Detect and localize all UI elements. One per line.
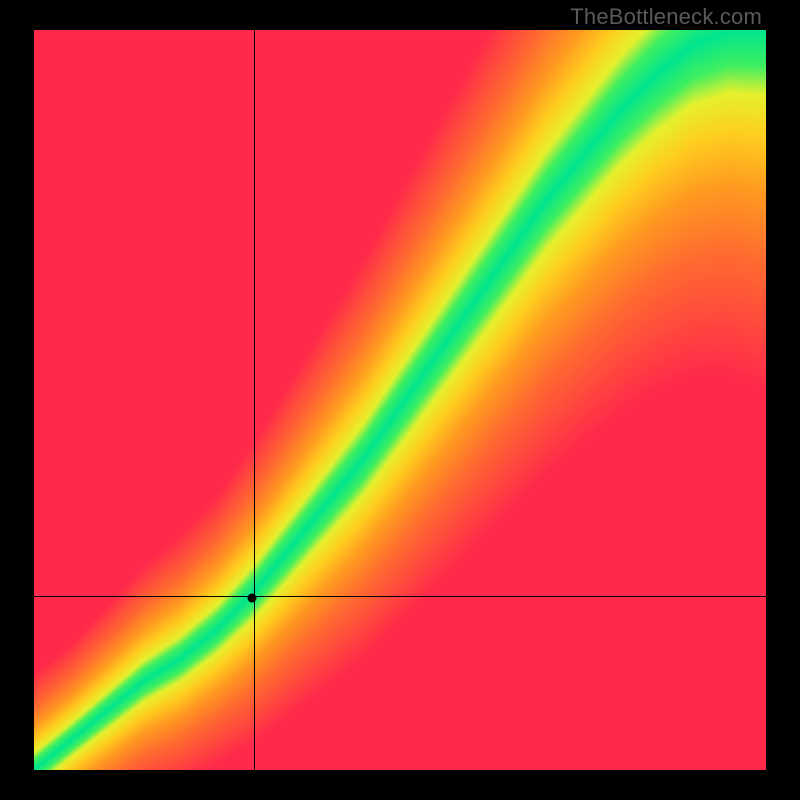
watermark-text: TheBottleneck.com [570, 4, 762, 30]
bottleneck-heatmap [34, 30, 766, 770]
heatmap-canvas [34, 30, 766, 770]
crosshair-horizontal [34, 596, 766, 597]
crosshair-vertical [254, 30, 255, 770]
selection-marker [248, 594, 257, 603]
